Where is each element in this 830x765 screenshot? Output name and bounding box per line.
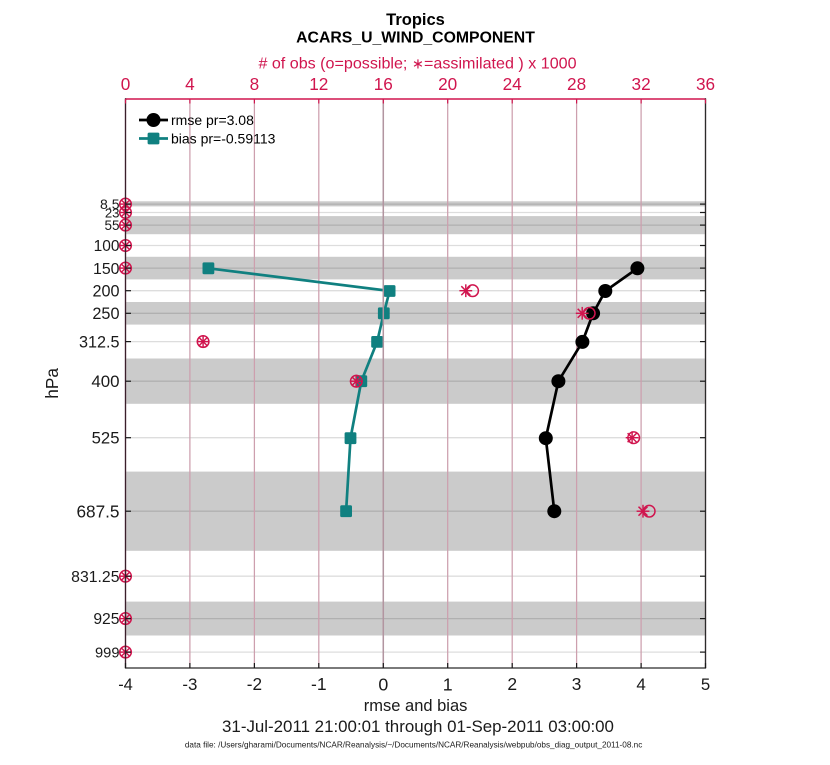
- svg-text:100: 100: [94, 238, 120, 255]
- svg-text:831.25: 831.25: [71, 569, 120, 586]
- svg-text:bias pr=-0.59113: bias pr=-0.59113: [171, 131, 276, 147]
- svg-text:-3: -3: [182, 675, 197, 694]
- svg-text:ACARS_U_WIND_COMPONENT: ACARS_U_WIND_COMPONENT: [296, 29, 535, 46]
- svg-text:925: 925: [93, 611, 119, 628]
- svg-text:rmse and bias: rmse and bias: [364, 697, 468, 715]
- svg-text:250: 250: [92, 305, 119, 323]
- svg-text:525: 525: [92, 429, 120, 448]
- svg-text:687.5: 687.5: [76, 501, 119, 521]
- svg-text:data file: /Users/gharami/Docu: data file: /Users/gharami/Documents/NCAR…: [185, 740, 642, 749]
- svg-text:55: 55: [104, 218, 119, 233]
- svg-text:36: 36: [696, 74, 715, 94]
- svg-text:12: 12: [309, 74, 328, 94]
- svg-text:-1: -1: [311, 674, 327, 694]
- svg-text:999: 999: [95, 645, 120, 661]
- svg-text:8: 8: [250, 74, 260, 94]
- svg-text:8.5: 8.5: [100, 196, 120, 212]
- svg-text:31-Jul-2011 21:00:01 through 0: 31-Jul-2011 21:00:01 through 01-Sep-2011…: [222, 717, 614, 736]
- svg-text:0: 0: [378, 674, 388, 694]
- svg-text:20: 20: [438, 74, 457, 94]
- svg-text:4: 4: [185, 74, 195, 94]
- svg-text:2: 2: [507, 674, 517, 694]
- svg-text:28: 28: [567, 74, 586, 94]
- svg-text:4: 4: [636, 675, 645, 694]
- svg-text:200: 200: [92, 283, 119, 301]
- svg-text:24: 24: [503, 74, 523, 94]
- svg-text:0: 0: [121, 74, 131, 94]
- svg-text:150: 150: [93, 261, 120, 278]
- svg-text:-4: -4: [118, 676, 133, 694]
- svg-text:Tropics: Tropics: [386, 11, 445, 29]
- svg-text:# of obs (o=possible; ∗=assimi: # of obs (o=possible; ∗=assimilated ) x …: [258, 54, 576, 72]
- svg-text:5: 5: [701, 675, 710, 694]
- svg-text:1: 1: [443, 674, 453, 694]
- svg-text:-2: -2: [247, 674, 262, 694]
- svg-text:hPa: hPa: [42, 368, 62, 399]
- svg-text:400: 400: [91, 372, 119, 391]
- svg-text:3: 3: [572, 674, 582, 694]
- svg-text:16: 16: [374, 74, 393, 94]
- svg-text:rmse pr=3.08: rmse pr=3.08: [171, 112, 254, 128]
- svg-text:312.5: 312.5: [79, 333, 120, 351]
- svg-text:23: 23: [105, 205, 120, 220]
- svg-text:32: 32: [632, 74, 651, 94]
